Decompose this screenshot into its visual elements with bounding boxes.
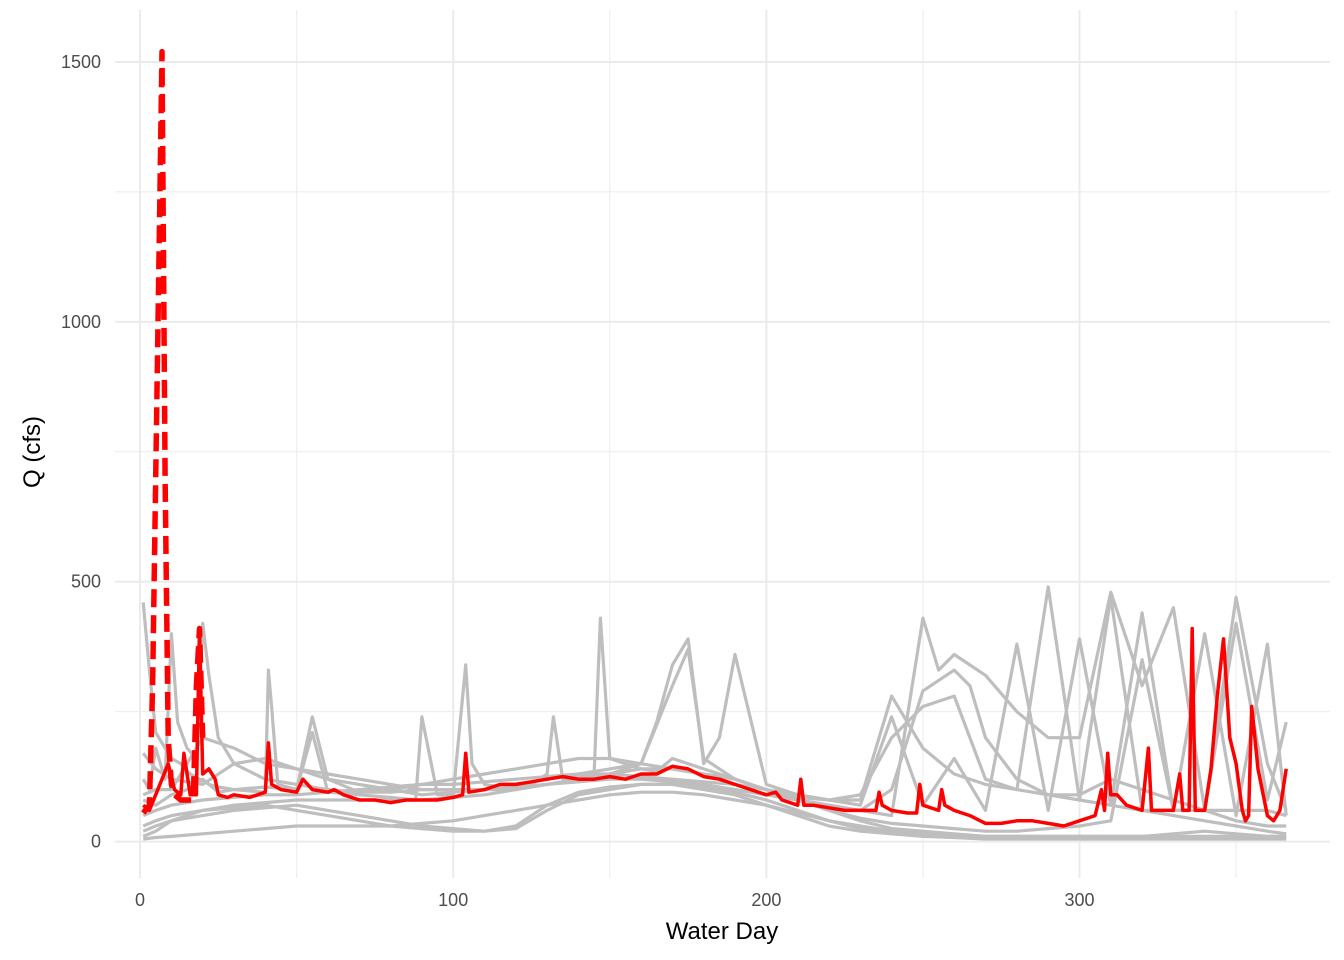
y-tick-label: 0 (91, 832, 101, 852)
y-axis-title: Q (cfs) (19, 416, 46, 488)
series-layer (141, 48, 1288, 841)
x-tick-label: 300 (1064, 890, 1094, 910)
historical-series-line (143, 790, 1287, 841)
peak-series-dashed-line (141, 48, 206, 815)
y-tick-label: 1500 (61, 52, 101, 72)
x-tick-label: 200 (751, 890, 781, 910)
current-year-series-line (142, 626, 1288, 828)
tick-labels: 0 100 200 300 0 500 1000 1500 (61, 52, 1095, 910)
x-tick-label: 100 (438, 890, 468, 910)
historical-series-line (142, 782, 1287, 839)
x-tick-label: 0 (135, 890, 145, 910)
x-axis-title: Water Day (666, 918, 778, 945)
grid-minor (115, 10, 1330, 878)
y-tick-label: 1000 (61, 312, 101, 332)
y-tick-label: 500 (71, 572, 101, 592)
historical-series-line (142, 694, 1287, 828)
grid-major (115, 10, 1330, 878)
historical-series-line (142, 585, 1287, 818)
